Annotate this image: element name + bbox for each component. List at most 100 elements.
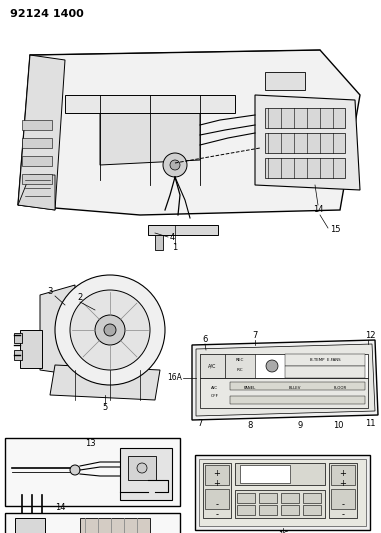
Bar bbox=[14, 333, 22, 343]
Text: 4: 4 bbox=[170, 232, 174, 241]
Bar bbox=[240, 465, 290, 483]
Text: 12: 12 bbox=[365, 332, 375, 341]
Bar bbox=[65, 95, 235, 113]
Bar bbox=[285, 354, 365, 366]
Text: 16A: 16A bbox=[167, 374, 182, 383]
Polygon shape bbox=[100, 108, 200, 165]
Bar bbox=[331, 489, 355, 509]
Circle shape bbox=[104, 324, 116, 336]
Text: 15: 15 bbox=[330, 225, 340, 235]
Text: 11: 11 bbox=[365, 418, 375, 427]
Bar bbox=[200, 354, 225, 378]
Text: 13: 13 bbox=[85, 440, 95, 448]
Text: A/C: A/C bbox=[208, 364, 216, 368]
Polygon shape bbox=[192, 340, 378, 420]
Text: B.TEMP  E.FANS: B.TEMP E.FANS bbox=[310, 358, 340, 362]
Bar bbox=[5, 513, 180, 533]
Polygon shape bbox=[255, 95, 360, 190]
Text: 5: 5 bbox=[102, 403, 107, 413]
Bar bbox=[281, 493, 299, 503]
Circle shape bbox=[55, 275, 165, 385]
Bar bbox=[120, 448, 172, 500]
Text: PANEL: PANEL bbox=[244, 386, 256, 390]
Bar bbox=[205, 465, 229, 485]
Bar bbox=[285, 366, 365, 378]
Bar bbox=[205, 489, 229, 509]
Bar bbox=[265, 133, 345, 153]
Text: 14: 14 bbox=[313, 206, 323, 214]
Text: IRC: IRC bbox=[237, 368, 243, 372]
Text: +: + bbox=[214, 479, 221, 488]
Bar bbox=[80, 518, 150, 533]
Text: 92124 1400: 92124 1400 bbox=[10, 9, 84, 19]
Text: -: - bbox=[216, 500, 218, 510]
Bar bbox=[22, 120, 52, 130]
Circle shape bbox=[70, 465, 80, 475]
Text: 9: 9 bbox=[298, 422, 303, 431]
Text: -: - bbox=[216, 511, 218, 520]
Bar bbox=[5, 438, 180, 506]
Polygon shape bbox=[40, 285, 75, 375]
Bar bbox=[199, 459, 366, 526]
Text: -: - bbox=[341, 511, 344, 520]
Text: 14: 14 bbox=[55, 504, 65, 513]
Bar bbox=[303, 505, 321, 515]
Text: 1: 1 bbox=[172, 244, 178, 253]
Polygon shape bbox=[18, 175, 55, 210]
Bar bbox=[237, 505, 255, 515]
Circle shape bbox=[170, 160, 180, 170]
Text: 10: 10 bbox=[333, 422, 343, 431]
Polygon shape bbox=[18, 55, 65, 210]
Text: REC: REC bbox=[236, 358, 244, 362]
Text: BI-LEV: BI-LEV bbox=[289, 386, 301, 390]
Bar bbox=[303, 493, 321, 503]
Bar bbox=[200, 354, 368, 378]
Text: 2: 2 bbox=[77, 293, 83, 302]
Bar bbox=[14, 350, 22, 360]
Text: 3: 3 bbox=[47, 287, 53, 296]
Bar bbox=[331, 465, 355, 485]
Text: 8: 8 bbox=[247, 422, 253, 431]
Bar bbox=[195, 455, 370, 530]
Bar bbox=[259, 493, 277, 503]
Text: FLOOR: FLOOR bbox=[333, 386, 347, 390]
Circle shape bbox=[70, 290, 150, 370]
Polygon shape bbox=[18, 50, 360, 215]
Circle shape bbox=[95, 315, 125, 345]
Bar bbox=[22, 156, 52, 166]
Polygon shape bbox=[50, 365, 160, 400]
Bar bbox=[230, 382, 365, 390]
Circle shape bbox=[163, 153, 187, 177]
Bar bbox=[15, 518, 45, 533]
Bar bbox=[265, 158, 345, 178]
Text: +: + bbox=[214, 469, 221, 478]
Text: A/C: A/C bbox=[211, 386, 219, 390]
Bar bbox=[235, 463, 325, 485]
Bar bbox=[155, 235, 163, 250]
Bar bbox=[281, 505, 299, 515]
Circle shape bbox=[266, 360, 278, 372]
Bar bbox=[203, 463, 231, 518]
Text: 6: 6 bbox=[202, 335, 208, 344]
Bar bbox=[259, 505, 277, 515]
Polygon shape bbox=[196, 344, 375, 416]
Bar bbox=[20, 330, 42, 368]
Bar bbox=[265, 108, 345, 128]
Bar bbox=[22, 174, 52, 184]
Text: +: + bbox=[339, 479, 346, 488]
Bar bbox=[200, 378, 368, 408]
Bar bbox=[329, 463, 357, 518]
Bar bbox=[22, 138, 52, 148]
Text: +: + bbox=[339, 469, 346, 478]
Bar bbox=[148, 225, 218, 235]
Bar bbox=[225, 354, 255, 378]
Text: 7: 7 bbox=[252, 332, 258, 341]
Text: OFF: OFF bbox=[211, 394, 219, 398]
Bar bbox=[128, 456, 156, 480]
Text: -: - bbox=[341, 500, 344, 510]
Bar bbox=[237, 493, 255, 503]
Text: 7: 7 bbox=[197, 418, 203, 427]
Bar bbox=[235, 490, 325, 518]
Circle shape bbox=[137, 463, 147, 473]
Bar bbox=[230, 396, 365, 404]
